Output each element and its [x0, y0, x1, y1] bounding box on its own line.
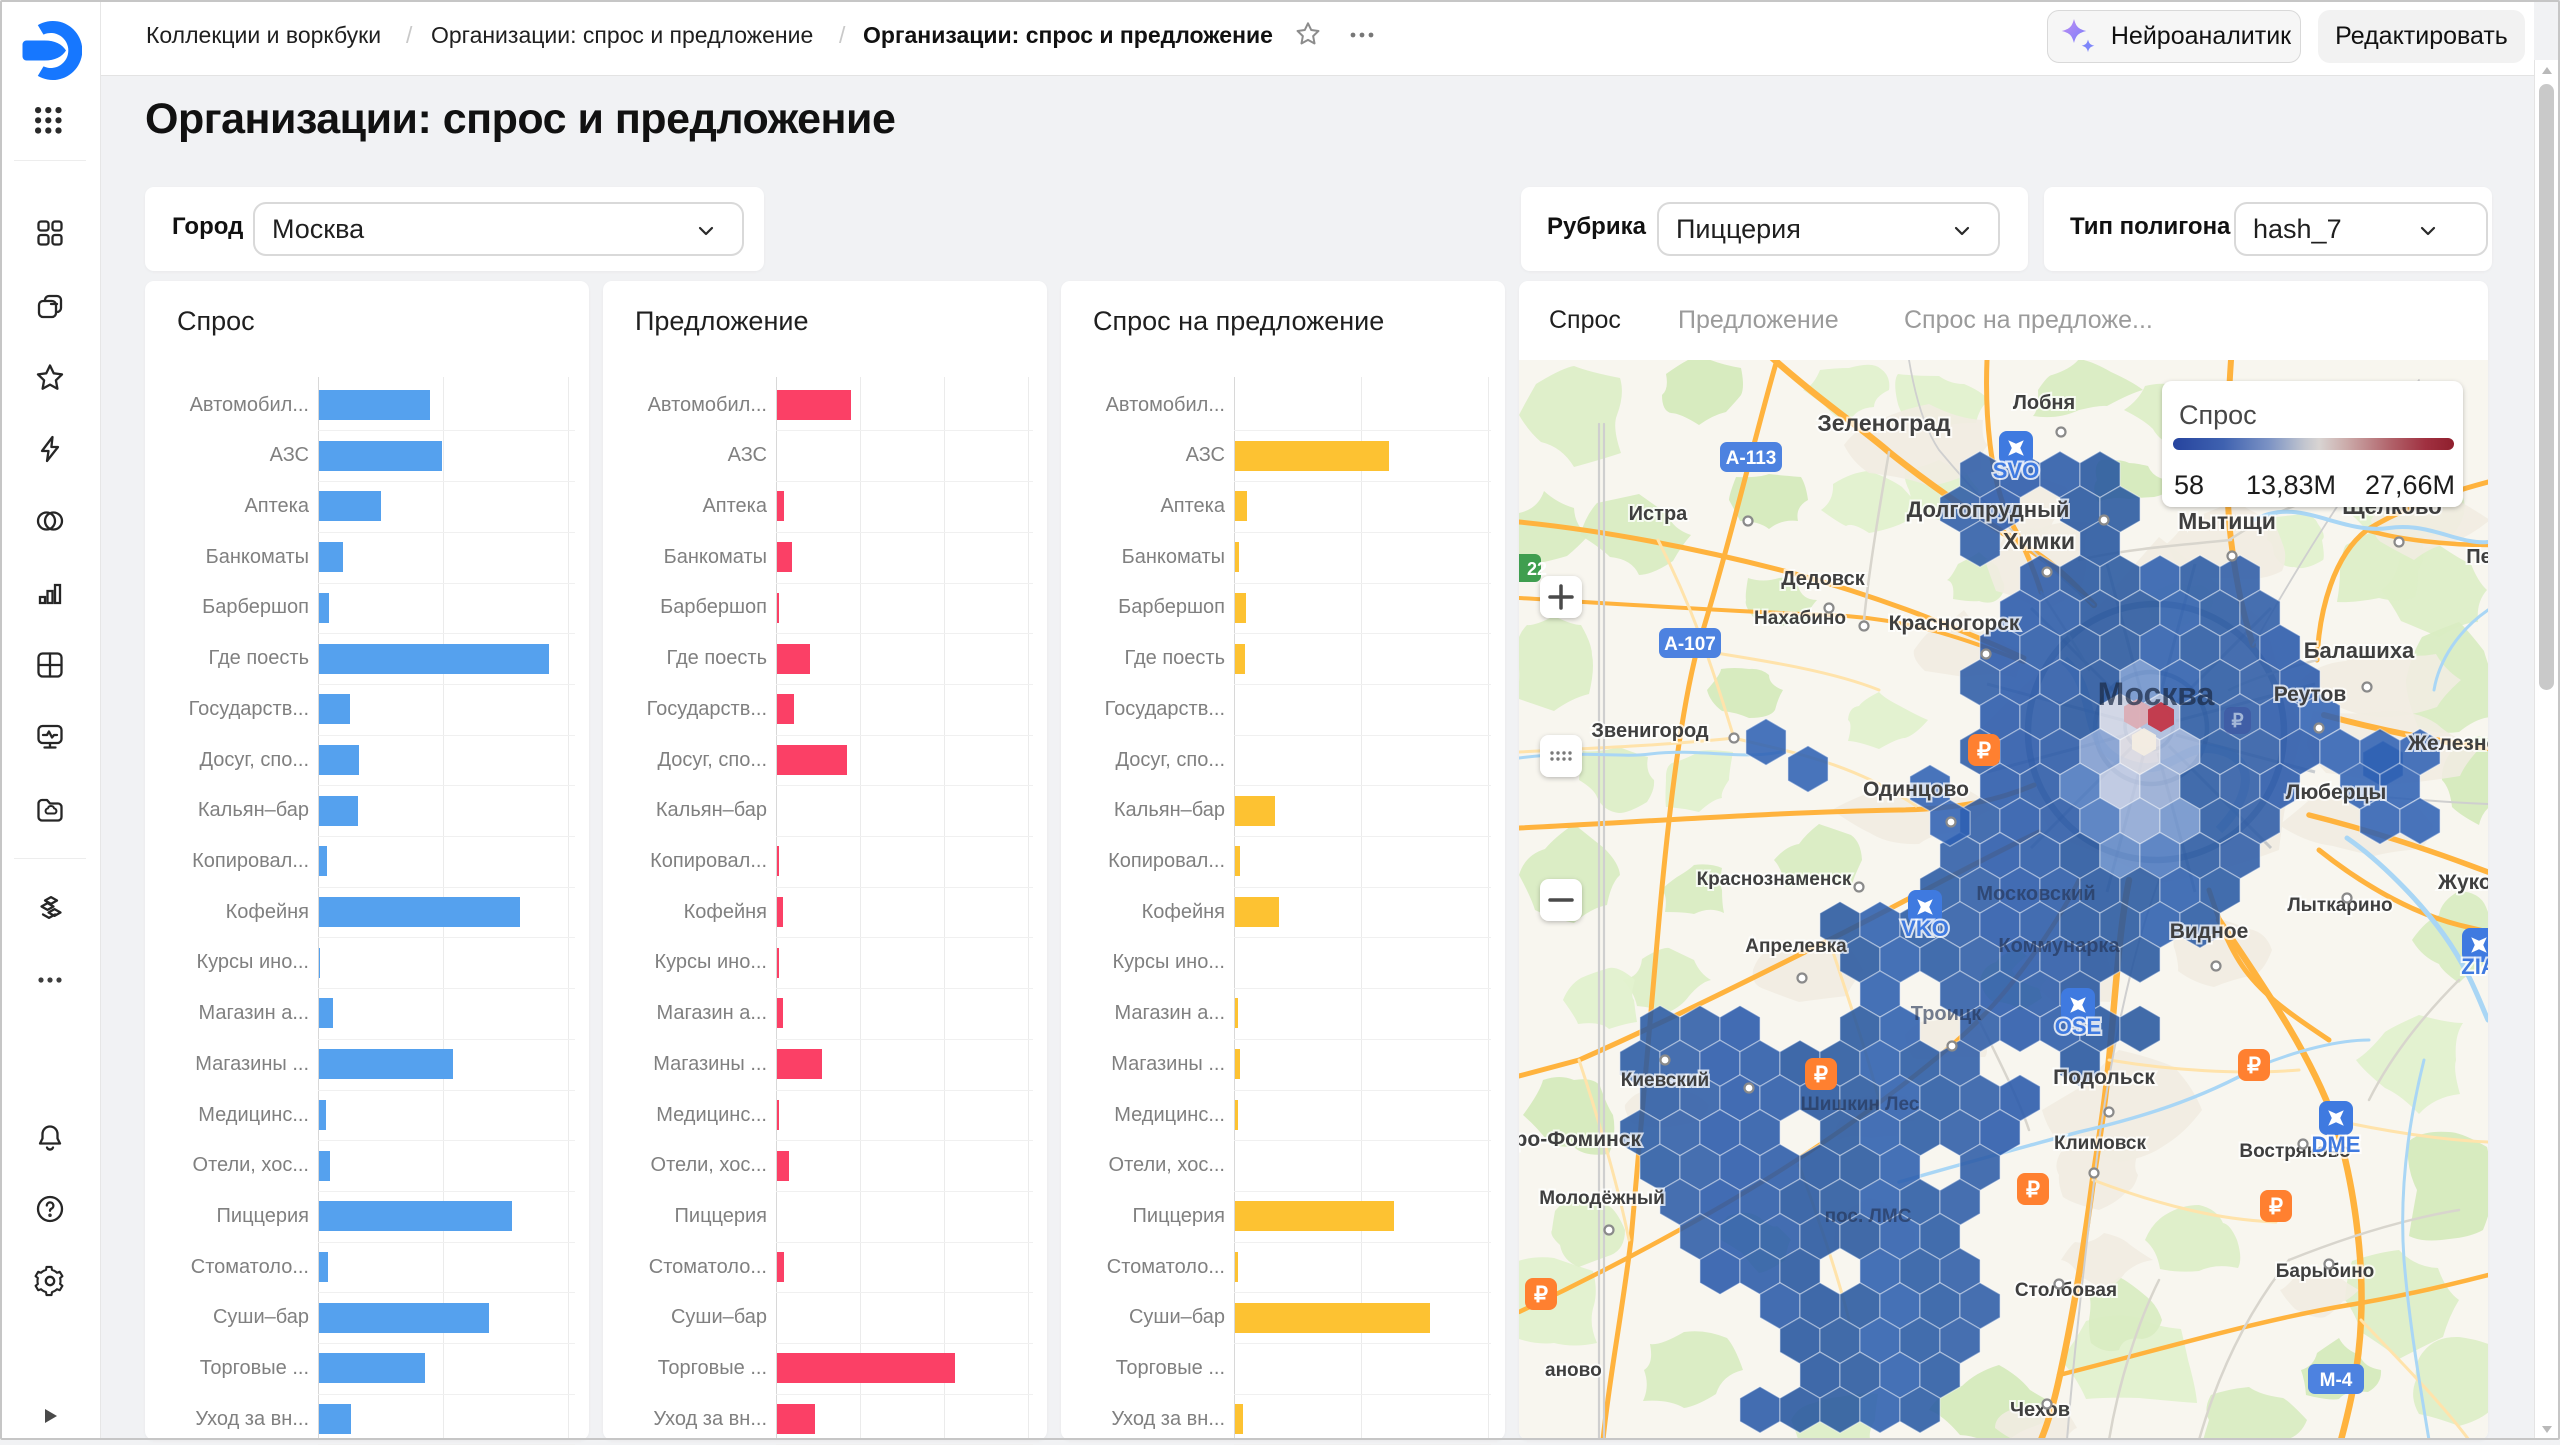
svg-text:Звенигород: Звенигород — [1591, 720, 1709, 742]
svg-text:Лобня: Лобня — [2013, 392, 2075, 414]
svg-text:Спрос: Спрос — [2179, 400, 2257, 430]
svg-text:ZIA: ZIA — [2461, 954, 2488, 979]
svg-text:Коммунарка: Коммунарка — [1998, 935, 2120, 957]
svg-text:Подольск: Подольск — [2053, 1066, 2155, 1089]
svg-text:₽: ₽ — [1977, 738, 1991, 763]
svg-text:₽: ₽ — [1814, 1062, 1828, 1087]
svg-text:Зеленоград: Зеленоград — [1817, 410, 1951, 436]
svg-text:Пе: Пе — [2466, 546, 2488, 568]
svg-text:Востряково: Востряково — [2239, 1141, 2350, 1162]
svg-text:Одинцово: Одинцово — [1863, 778, 1969, 801]
svg-text:Балашиха: Балашиха — [2304, 638, 2415, 663]
svg-text:Наро-Фоминск: Наро-Фоминск — [1519, 1128, 1641, 1151]
svg-text:58: 58 — [2174, 470, 2204, 500]
svg-text:27,66M: 27,66M — [2365, 470, 2455, 500]
svg-text:Молодёжный: Молодёжный — [1539, 1188, 1665, 1209]
svg-text:SVO: SVO — [1993, 458, 2039, 483]
svg-text:22: 22 — [1527, 559, 1547, 579]
svg-text:₽: ₽ — [2231, 711, 2243, 732]
svg-text:А-113: А-113 — [1726, 448, 1777, 469]
svg-text:Химки: Химки — [2003, 528, 2075, 554]
svg-text:₽: ₽ — [1534, 1282, 1548, 1307]
svg-text:Железнодорожн: Железнодорожн — [2407, 732, 2488, 755]
svg-text:Московский: Московский — [1976, 883, 2095, 905]
svg-text:Шишкин Лес: Шишкин Лес — [1801, 1094, 1920, 1115]
svg-text:Москва: Москва — [2098, 676, 2215, 712]
svg-text:пос. ЛМС: пос. ЛМС — [1825, 1206, 1912, 1227]
svg-text:OSE: OSE — [2055, 1014, 2101, 1039]
svg-text:Истра: Истра — [1629, 503, 1689, 525]
svg-text:Дедовск: Дедовск — [1781, 568, 1865, 590]
svg-text:Долгопрудный: Долгопрудный — [1907, 497, 2070, 522]
svg-text:Климовск: Климовск — [2054, 1133, 2147, 1154]
svg-text:А-107: А-107 — [1664, 634, 1716, 655]
svg-text:Красногорск: Красногорск — [1889, 612, 2020, 635]
svg-text:Люберцы: Люберцы — [2286, 781, 2387, 804]
svg-text:М-4: М-4 — [2320, 1370, 2353, 1391]
svg-text:Видное: Видное — [2170, 920, 2249, 943]
svg-text:Чехов: Чехов — [2010, 1399, 2070, 1421]
svg-text:Краснознаменск: Краснознаменск — [1697, 869, 1852, 890]
svg-text:Реутов: Реутов — [2274, 683, 2347, 706]
svg-text:₽: ₽ — [2247, 1053, 2261, 1078]
svg-text:₽: ₽ — [2269, 1194, 2283, 1219]
svg-text:аново: аново — [1545, 1360, 1602, 1381]
svg-text:DME: DME — [2312, 1132, 2361, 1157]
svg-text:Апрелевка: Апрелевка — [1745, 936, 1847, 957]
svg-text:Киевский: Киевский — [1621, 1070, 1710, 1091]
svg-text:₽: ₽ — [2026, 1177, 2040, 1202]
svg-text:Лыткарино: Лыткарино — [2287, 895, 2392, 916]
svg-text:Мытищи: Мытищи — [2178, 508, 2276, 534]
svg-text:Жуков: Жуков — [2437, 871, 2488, 894]
svg-text:Троицк: Троицк — [1911, 1003, 1982, 1025]
svg-text:Столбовая: Столбовая — [2015, 1280, 2117, 1301]
svg-text:VKO: VKO — [1901, 916, 1949, 941]
svg-text:13,83M: 13,83M — [2246, 470, 2336, 500]
